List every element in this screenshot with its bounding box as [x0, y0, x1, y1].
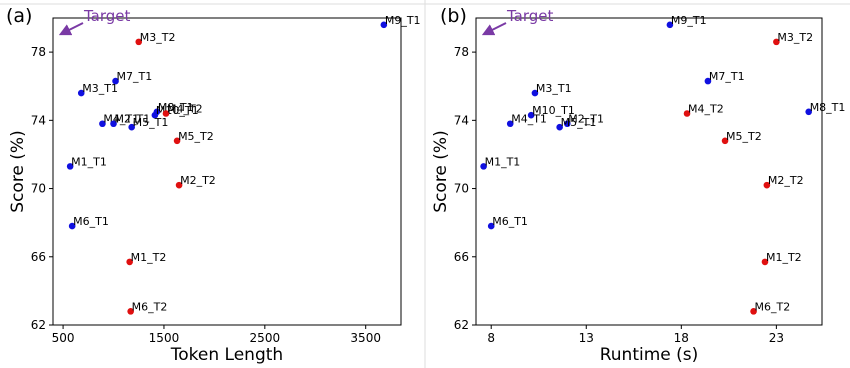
y-tick-label: 70: [31, 182, 46, 196]
data-point: [506, 120, 514, 128]
data-point: [805, 108, 812, 116]
y-axis-title: Score (%): [431, 130, 451, 212]
target-label: Target: [83, 7, 131, 25]
data-point: [175, 181, 183, 189]
data-point-label: M3_T1: [82, 82, 118, 95]
plot-frame: [475, 17, 823, 326]
data-point: [99, 120, 106, 128]
data-point-label: M2_T1: [115, 113, 151, 126]
data-point-label: M5_T2: [726, 130, 762, 143]
data-point-label: M8_T1: [810, 101, 846, 114]
data-point-label: M2_T2: [768, 174, 804, 187]
y-tick-label: 66: [31, 250, 46, 264]
data-point-label: M7_T1: [117, 70, 153, 83]
y-tick-label: 78: [454, 45, 469, 59]
x-tick-label: 500: [52, 331, 75, 345]
data-point: [531, 89, 539, 97]
data-point-label: M3_T2: [777, 31, 813, 44]
y-tick-label: 66: [454, 250, 469, 264]
data-point: [763, 181, 771, 189]
data-point-label: M4_T2: [688, 103, 724, 116]
data-point: [683, 110, 691, 117]
x-tick-label: 18: [674, 331, 689, 345]
x-axis-title: Runtime (s): [600, 345, 699, 365]
data-point: [77, 89, 85, 97]
data-point-label: M4_T2: [167, 103, 203, 116]
data-point: [527, 111, 535, 119]
data-point: [380, 21, 388, 29]
data-point-label: M5_T1: [561, 116, 597, 129]
data-point-label: M1_T2: [766, 251, 802, 264]
data-point-label: M2_T1: [568, 113, 604, 126]
data-point: [112, 77, 119, 85]
target-label: Target: [506, 7, 554, 25]
y-tick-label: 70: [454, 182, 469, 196]
y-axis-title: Score (%): [8, 130, 28, 212]
data-point: [126, 258, 133, 266]
x-tick-label: 3500: [350, 331, 381, 345]
y-tick-label: 78: [31, 45, 46, 59]
panel-label: (a): [6, 5, 32, 27]
panel-b: (b) 8 13 18 23 62 66 70 74 78 Runtime (s) Score (%)…: [431, 5, 845, 365]
y-tick-label: 74: [31, 113, 46, 127]
x-tick-label: 13: [579, 331, 594, 345]
data-point: [773, 38, 780, 46]
data-point-label: M4_T1: [511, 113, 547, 126]
data-point: [761, 258, 769, 266]
panel-label: (b): [440, 5, 467, 27]
data-point-label: M3_T2: [140, 31, 176, 44]
data-point: [68, 222, 76, 230]
data-point-label: M7_T1: [709, 70, 745, 83]
y-tick-label: 62: [31, 318, 46, 332]
data-point-label: M6_T1: [73, 215, 109, 228]
data-point: [127, 308, 134, 315]
panel-a: (a) 500 1500 2500 3500 62 66 70 74 78 Token Length…: [6, 5, 421, 365]
data-point-label: M3_T1: [536, 82, 572, 95]
data-point: [151, 111, 159, 119]
data-point-label: M6_T1: [492, 215, 528, 228]
data-point: [704, 77, 712, 85]
target-arrow: [58, 22, 84, 36]
data-point-label: M6_T2: [755, 300, 791, 313]
data-point-label: M6_T2: [132, 300, 168, 313]
data-point: [110, 120, 117, 128]
data-point: [162, 110, 170, 117]
data-point: [666, 21, 674, 29]
data-point: [487, 222, 495, 230]
x-tick-label: 8: [487, 331, 495, 345]
target-arrow: [481, 22, 507, 36]
data-point: [721, 137, 729, 145]
data-point: [480, 163, 487, 170]
data-point-label: M9_T1: [385, 14, 421, 27]
x-axis-title: Token Length: [170, 345, 283, 365]
data-point: [128, 123, 135, 131]
data-point-label: M10_T1: [532, 104, 575, 117]
data-point: [173, 137, 181, 145]
y-tick-label: 74: [454, 113, 469, 127]
data-point: [135, 38, 143, 46]
data-point: [66, 163, 74, 170]
data-point-label: M1_T1: [71, 155, 107, 168]
data-point-label: M9_T1: [671, 14, 707, 27]
data-point: [750, 308, 757, 315]
x-tick-label: 2500: [250, 331, 281, 345]
data-point-label: M5_T2: [178, 130, 214, 143]
data-point-label: M2_T2: [180, 174, 216, 187]
data-point-label: M1_T1: [485, 155, 521, 168]
data-point-label: M1_T2: [131, 251, 167, 264]
x-tick-label: 1500: [149, 331, 180, 345]
data-point: [563, 120, 571, 128]
data-point-label: M5_T1: [133, 116, 169, 129]
plot-frame: [52, 17, 402, 326]
y-tick-label: 62: [454, 318, 469, 332]
data-point: [556, 123, 563, 131]
x-tick-label: 23: [769, 331, 784, 345]
